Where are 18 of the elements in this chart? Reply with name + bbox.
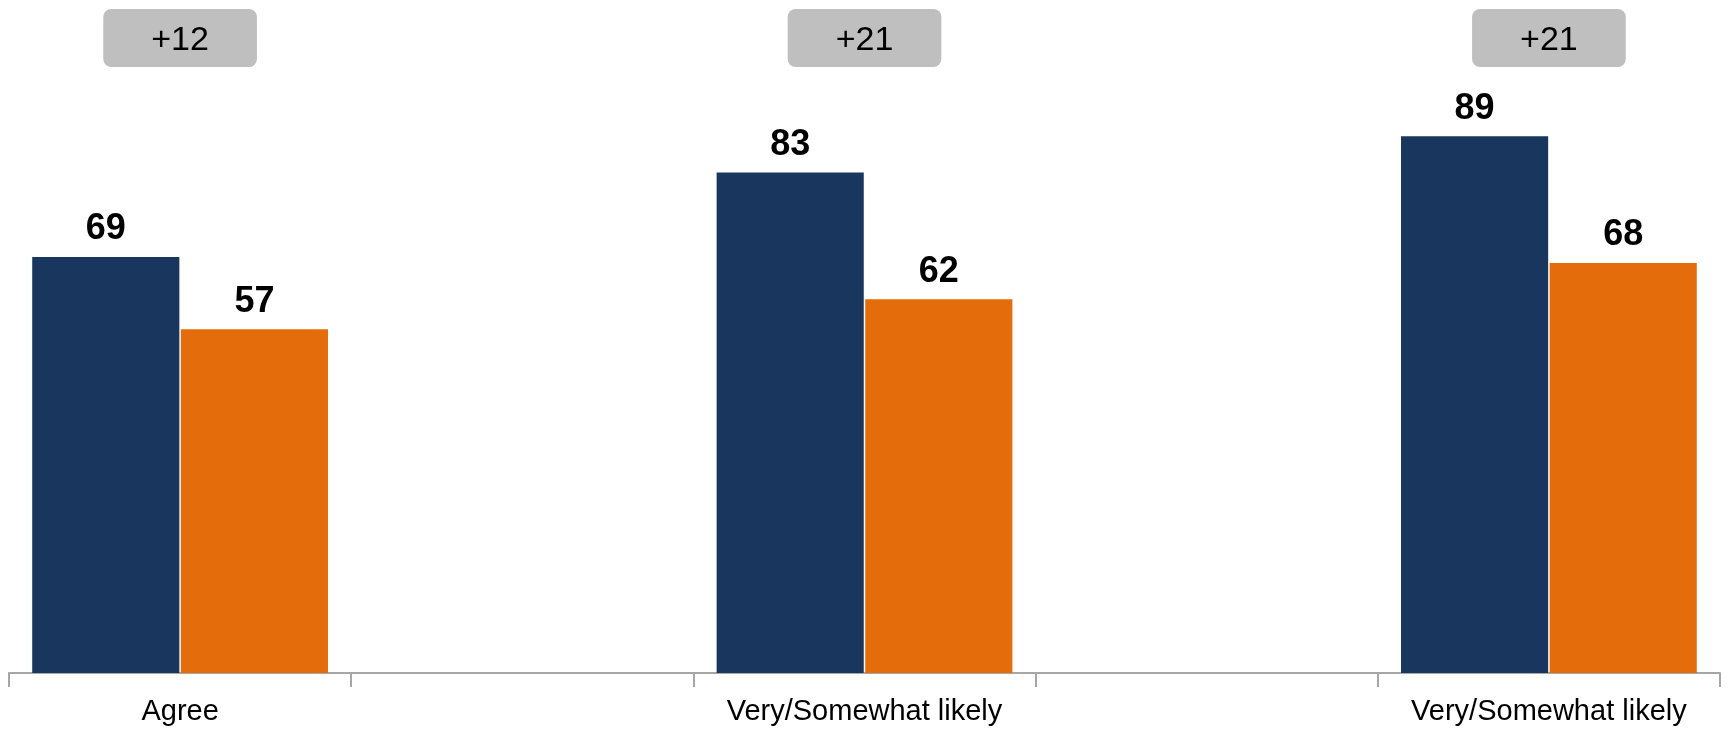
data-label: 68 bbox=[1603, 212, 1644, 254]
bar bbox=[865, 299, 1013, 673]
data-label: 69 bbox=[85, 206, 126, 248]
bar bbox=[1549, 262, 1697, 673]
x-tick-label: Very/Somewhat likely bbox=[1411, 693, 1688, 726]
bar bbox=[1401, 136, 1549, 673]
data-label: 83 bbox=[770, 122, 811, 164]
bar bbox=[180, 329, 328, 673]
data-label: 57 bbox=[234, 278, 275, 320]
text: +21 bbox=[835, 19, 894, 57]
bar bbox=[32, 256, 180, 673]
x-tick-label: Very/Somewhat likely bbox=[726, 693, 1003, 726]
data-label: 62 bbox=[918, 248, 959, 290]
x-tick-label: Agree bbox=[141, 693, 219, 726]
data-label: 89 bbox=[1454, 85, 1495, 127]
text: +12 bbox=[151, 19, 209, 57]
text: +21 bbox=[1520, 19, 1578, 57]
bar bbox=[716, 172, 864, 673]
